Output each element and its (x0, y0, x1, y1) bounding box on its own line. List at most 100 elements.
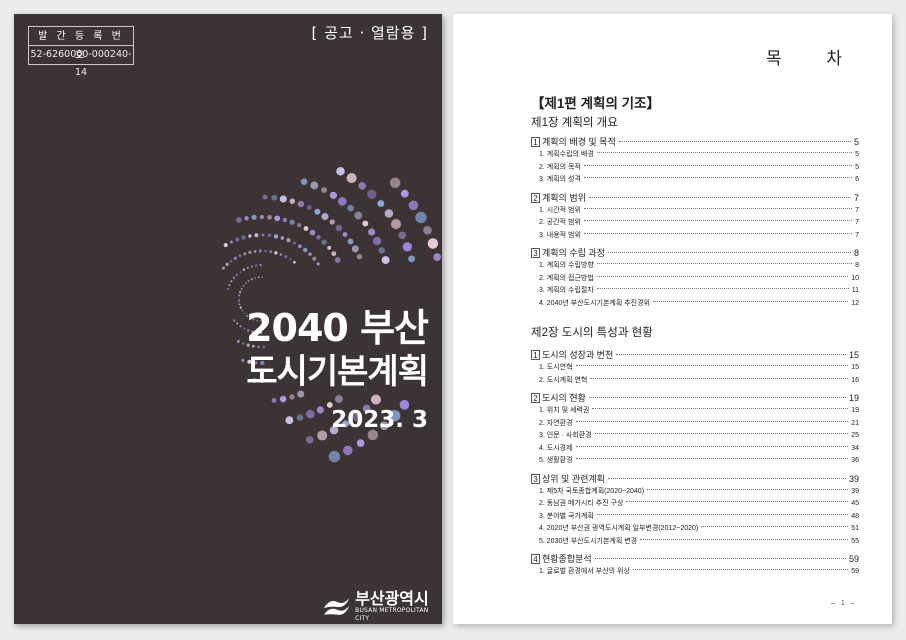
section-number-box: 1 (531, 137, 540, 147)
dot-leader (583, 164, 853, 166)
spiral-dot (408, 200, 419, 211)
spiral-dot (223, 243, 228, 248)
section-number-box: 3 (531, 473, 540, 484)
cover-page: 발 간 등 록 번 호 52-6260000-000240-14 [ 공고 · … (14, 14, 442, 624)
toc-item-label: 2. 계획의 목적 (539, 162, 581, 172)
toc-item-label: 1. 제5차 국토종합계획(2020~2040) (539, 486, 644, 496)
spiral-dot (308, 252, 312, 256)
spiral-dot (351, 411, 362, 422)
toc-item-title: 1. 도시연혁 (539, 364, 573, 371)
spiral-dot (249, 317, 252, 319)
spiral-dot (233, 256, 237, 260)
spiral-dot (243, 312, 246, 315)
spiral-dot (317, 430, 328, 441)
spiral-dot (267, 233, 272, 238)
toc-section: 3 상위 및 관련계획 39 (531, 472, 859, 486)
spiral-dot (306, 409, 315, 419)
spiral-dot (271, 398, 277, 403)
spiral-dot (267, 214, 273, 220)
spiral-dot (316, 235, 321, 240)
spiral-dot (255, 331, 258, 334)
spiral-dot (358, 181, 366, 190)
spiral-dot (297, 200, 305, 208)
toc-item: 4. 도시경제 34 (531, 443, 859, 456)
toc-item: 1. 글로벌 환경에서 부산의 위상 59 (531, 566, 859, 579)
spiral-dot (372, 236, 382, 246)
spiral-dot (354, 211, 363, 220)
toc-item-page: 11 (851, 287, 859, 294)
toc-item-page: 7 (855, 219, 859, 226)
toc-section-label: 4 현황종합분석 (531, 552, 592, 565)
page-number: – 1 – (831, 600, 857, 607)
spiral-dot (242, 268, 246, 271)
spiral-dot (342, 232, 348, 237)
spiral-dot (389, 177, 401, 189)
spiral-dot (239, 271, 242, 273)
toc-item-page: 39 (851, 487, 859, 495)
spiral-dot (316, 262, 320, 266)
toc-item-page: 5 (855, 151, 859, 158)
toc-item-label: 2. 공간적 범위 (539, 217, 581, 227)
spiral-dot (254, 361, 258, 365)
toc-item-title: 1. 계획수립의 배경 (539, 151, 594, 158)
toc-item-label: 1. 계획수립의 배경 (539, 149, 594, 159)
spiral-dot (241, 235, 246, 240)
toc-item-page: 7 (855, 206, 859, 214)
toc-item-title: 3. 계획의 수립절차 (539, 287, 594, 294)
spiral-dot (252, 378, 257, 384)
toc-section-label: 1 계획의 배경 및 목적 (531, 135, 616, 148)
dot-leader (596, 288, 849, 289)
dot-leader (647, 488, 849, 490)
toc-item-page: 12 (851, 299, 859, 307)
spiral-dot (230, 280, 233, 283)
spiral-dot (351, 245, 359, 253)
toc-item-label: 3. 내용적 범위 (539, 230, 581, 240)
spiral-dot (261, 233, 265, 237)
toc-item-title: 4. 2020년 부산권 광역도시계획 일부변경(2012~2020) (539, 525, 699, 532)
section-number-box: 3 (531, 248, 540, 258)
spiral-dot (342, 420, 350, 428)
toc-title: 목 차 (765, 49, 862, 68)
spiral-dot (243, 252, 247, 256)
toc-item-title: 1. 제5차 국토종합계획(2020~2040) (539, 487, 645, 495)
dot-leader (596, 152, 853, 153)
toc-item-page: 45 (851, 500, 859, 507)
toc-section-title: 상위 및 관련계획 (542, 473, 605, 484)
spiral-dot (235, 273, 239, 277)
chapter-title: 제1장 계획의 개요 (531, 117, 618, 129)
toc-item: 2. 자연환경 21 (531, 418, 859, 431)
spiral-dot (254, 277, 257, 279)
dot-leader (588, 196, 851, 198)
spiral-dot (250, 265, 254, 268)
dot-leader (618, 141, 851, 142)
toc-section: 3 계획의 수립 과정 8 (531, 246, 859, 260)
dot-leader (616, 354, 846, 355)
section-number-box: 2 (531, 192, 540, 203)
toc-section-label: 1 도시의 성장과 변천 (531, 348, 613, 361)
dot-leader (652, 300, 849, 302)
spiral-dot (306, 205, 312, 210)
toc-section: 2 계획의 범위 7 (531, 191, 859, 205)
spiral-dot (236, 339, 240, 343)
spiral-dot (279, 195, 287, 203)
toc-item: 2. 동남권 메가시티 추진 구상 45 (531, 498, 859, 511)
toc-item-label: 4. 도시경제 (539, 443, 573, 453)
toc-item-page: 21 (851, 419, 859, 427)
dot-leader (588, 397, 846, 398)
spiral-dot (329, 191, 338, 199)
spiral-dot (342, 445, 353, 456)
spiral-dot (286, 238, 291, 243)
dot-leader (640, 538, 849, 540)
toc-item-title: 5. 생활환경 (539, 457, 573, 464)
toc-item-page: 36 (851, 457, 859, 464)
toc-item-label: 4. 2040년 부산도시기본계획 추진경위 (539, 298, 650, 308)
toc-item-page: 25 (851, 432, 859, 439)
dot-leader (575, 365, 849, 366)
spiral-dot (247, 359, 252, 364)
spiral-dot (264, 249, 267, 253)
toc-section-title: 계획의 범위 (542, 192, 586, 203)
spiral-dot (243, 327, 246, 330)
spiral-dot (321, 239, 327, 245)
toc-item: 3. 계획의 수립절차 11 (531, 285, 859, 298)
dot-leader (590, 377, 849, 379)
